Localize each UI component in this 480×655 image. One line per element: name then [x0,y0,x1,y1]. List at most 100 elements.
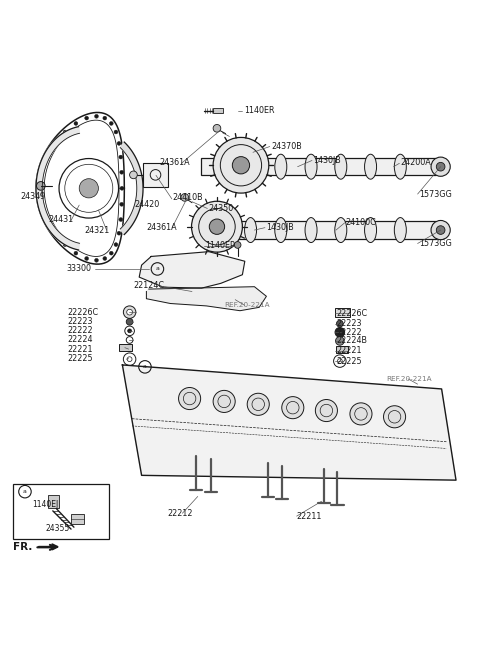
Text: 24200A: 24200A [401,159,432,168]
Text: a: a [143,364,147,369]
Circle shape [431,221,450,240]
Bar [336,346,348,353]
Text: 33300: 33300 [66,265,91,273]
Circle shape [247,393,269,415]
Text: 22225: 22225 [67,354,93,364]
Text: FR.: FR. [13,542,33,552]
Circle shape [213,390,235,413]
Text: 24321: 24321 [84,225,109,234]
Text: 22224: 22224 [67,335,93,345]
Circle shape [126,318,133,325]
Circle shape [114,242,118,246]
Text: 24361A: 24361A [146,223,177,232]
Text: 24431: 24431 [48,215,73,225]
Circle shape [53,231,57,235]
Text: 1430JB: 1430JB [313,156,341,165]
Ellipse shape [305,154,317,179]
Text: 1430JB: 1430JB [266,223,294,232]
Text: REF.20-221A: REF.20-221A [225,302,270,308]
Bar [119,344,132,351]
Circle shape [63,130,67,134]
Ellipse shape [395,217,406,242]
Circle shape [45,155,49,159]
Polygon shape [146,287,266,310]
Text: 22221: 22221 [336,346,361,355]
Circle shape [335,328,345,337]
Circle shape [119,217,123,221]
Text: 22212: 22212 [167,509,192,517]
Ellipse shape [215,154,227,179]
Ellipse shape [395,154,406,179]
Circle shape [38,187,42,190]
Ellipse shape [365,217,376,242]
Circle shape [130,171,137,179]
Circle shape [36,181,45,190]
Text: REF.20-221A: REF.20-221A [386,376,432,382]
Circle shape [213,138,269,193]
Text: 22211: 22211 [297,512,322,521]
Circle shape [350,403,372,425]
Polygon shape [120,142,143,234]
Polygon shape [36,126,80,250]
Circle shape [336,320,343,327]
Circle shape [436,162,445,171]
Circle shape [85,257,89,261]
Circle shape [95,258,98,262]
Polygon shape [122,365,456,480]
Text: 1140EP: 1140EP [205,242,235,250]
Circle shape [315,400,337,422]
Ellipse shape [275,217,287,242]
Circle shape [234,242,241,248]
Circle shape [119,155,123,159]
Circle shape [95,115,98,118]
Circle shape [103,116,107,120]
Circle shape [431,157,450,176]
Text: 24420: 24420 [134,200,160,209]
Circle shape [74,122,78,125]
Text: 24349: 24349 [20,192,46,201]
Circle shape [40,202,44,206]
Text: 22226C: 22226C [67,308,98,316]
Text: 1140ER: 1140ER [244,105,275,115]
Circle shape [109,252,113,255]
Text: 22223: 22223 [67,317,93,326]
Text: 24370B: 24370B [271,141,302,151]
Ellipse shape [305,217,317,242]
Text: a: a [156,267,159,271]
Circle shape [63,242,67,246]
Circle shape [120,170,123,174]
Text: a: a [23,489,27,494]
Ellipse shape [244,217,256,242]
Text: 22225: 22225 [336,356,361,365]
Circle shape [232,157,250,174]
Circle shape [209,219,225,234]
Circle shape [117,231,121,235]
Circle shape [85,116,89,120]
Ellipse shape [335,154,347,179]
Text: 24350: 24350 [209,204,234,213]
Text: 22222: 22222 [67,326,93,335]
Text: 24410B: 24410B [173,193,204,202]
Circle shape [103,257,107,261]
Ellipse shape [244,154,256,179]
Text: 24355: 24355 [46,523,70,533]
Text: 22222: 22222 [336,328,361,337]
Circle shape [213,124,221,132]
Ellipse shape [215,217,227,242]
Circle shape [337,359,342,364]
Text: 22224B: 22224B [336,337,367,345]
Circle shape [79,179,98,198]
Bar [335,309,350,318]
Circle shape [282,397,304,419]
Circle shape [181,194,189,201]
Ellipse shape [275,154,287,179]
Circle shape [74,252,78,255]
Circle shape [127,357,132,362]
Circle shape [109,122,113,125]
Text: 24100C: 24100C [346,218,376,227]
Text: 22226C: 22226C [336,309,367,318]
Text: 24361A: 24361A [159,159,190,168]
Ellipse shape [335,217,347,242]
Ellipse shape [365,154,376,179]
Circle shape [192,201,242,252]
